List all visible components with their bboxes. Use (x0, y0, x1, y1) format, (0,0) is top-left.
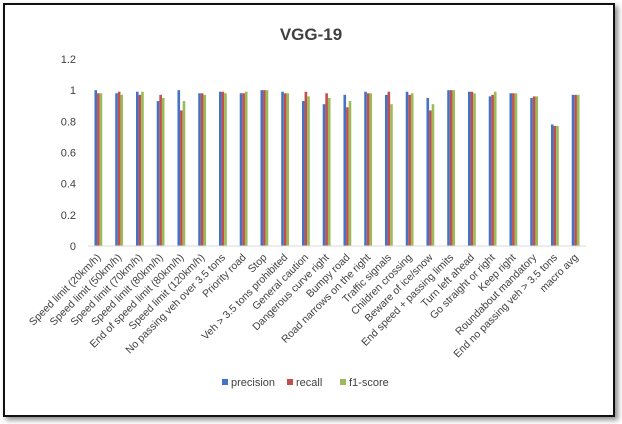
bar-recall (429, 110, 432, 246)
bar-precision (405, 91, 409, 246)
bar-f1-score (390, 104, 393, 246)
bar-precision (281, 91, 284, 246)
chart-title: VGG-19 (280, 25, 342, 44)
bar-recall (159, 94, 162, 246)
bar-f1-score (473, 93, 476, 247)
bar-recall (387, 91, 391, 246)
bar-precision (343, 94, 347, 246)
bar-recall (97, 93, 100, 247)
bar-f1-score (431, 104, 435, 246)
bar-precision (115, 93, 118, 247)
bar-f1-score (99, 93, 103, 247)
bar-f1-score (182, 101, 186, 246)
bar-precision (198, 93, 201, 247)
bar-f1-score (535, 96, 539, 247)
bar-recall (304, 91, 308, 246)
bar-precision (488, 96, 492, 247)
y-axis: 0 0.2 0.4 0.6 0.8 1 1.2 (61, 54, 76, 253)
bar-precision (301, 101, 305, 246)
bar-recall (325, 93, 328, 247)
bar-f1-score (120, 94, 124, 246)
bar-precision (260, 90, 264, 247)
y-tick-label: 0.4 (61, 179, 76, 191)
bar-precision (426, 97, 430, 246)
bar-f1-score (576, 94, 580, 246)
bar-precision (94, 90, 98, 247)
bar-precision (571, 94, 575, 246)
bar-f1-score (327, 97, 331, 246)
bar-f1-score (286, 93, 290, 247)
bar-f1-score (348, 101, 352, 246)
bar-precision (364, 91, 367, 246)
bar-f1-score (161, 97, 165, 246)
bar-recall (346, 107, 349, 246)
bar-f1-score (265, 90, 269, 247)
bar-precision (384, 94, 388, 246)
bar-recall (553, 126, 557, 246)
bar-f1-score (514, 93, 518, 247)
bar-recall (491, 94, 494, 246)
y-tick-label: 0 (70, 241, 76, 253)
bar-recall (470, 91, 474, 246)
bar-precision (550, 124, 554, 246)
bar-recall (449, 90, 453, 247)
bar-recall (242, 93, 245, 247)
bar-recall (512, 93, 515, 247)
legend-swatch-precision (222, 379, 228, 385)
bar-recall (221, 91, 225, 246)
legend: precision recall f1-score (222, 377, 389, 389)
bar-precision (239, 93, 243, 247)
legend-label-recall: recall (296, 377, 322, 389)
bar-f1-score (410, 93, 414, 247)
bar-f1-score (452, 90, 456, 247)
y-tick-label: 0.6 (61, 148, 76, 160)
bar-precision (177, 90, 181, 247)
bar-recall (408, 94, 411, 246)
bar-f1-score (224, 93, 227, 247)
legend-swatch-recall (287, 379, 293, 385)
bar-recall (200, 93, 204, 247)
bar-precision (156, 101, 160, 246)
bar-precision (530, 97, 533, 246)
bar-f1-score (244, 91, 248, 246)
bar-f1-score (493, 91, 497, 246)
bar-recall (117, 91, 121, 246)
bar-recall (574, 94, 577, 246)
y-tick-label: 1 (70, 85, 76, 97)
bar-precision (447, 90, 450, 247)
bar-precision (135, 91, 139, 246)
x-axis-labels: Speed limit (20km/h)Speed limit (50km/h)… (27, 251, 581, 360)
bar-recall (263, 90, 266, 247)
bar-recall (366, 93, 370, 247)
legend-label-precision: precision (231, 377, 275, 389)
legend-label-f1-score: f1-score (349, 377, 389, 389)
bars-group (94, 90, 580, 247)
bar-f1-score (203, 94, 207, 246)
bar-recall (532, 96, 536, 247)
legend-swatch-f1-score (340, 379, 346, 385)
bar-f1-score (369, 93, 373, 247)
y-tick-label: 1.2 (61, 54, 76, 66)
bar-recall (283, 93, 287, 247)
bar-f1-score (141, 91, 144, 246)
bar-f1-score (307, 96, 310, 247)
bar-precision (509, 93, 513, 247)
bar-recall (138, 94, 142, 246)
bar-recall (180, 110, 183, 246)
bar-precision (322, 104, 326, 246)
bar-f1-score (556, 126, 559, 246)
bar-precision (218, 91, 222, 246)
y-tick-label: 0.8 (61, 116, 76, 128)
bar-precision (467, 91, 471, 246)
y-tick-label: 0.2 (61, 210, 76, 222)
